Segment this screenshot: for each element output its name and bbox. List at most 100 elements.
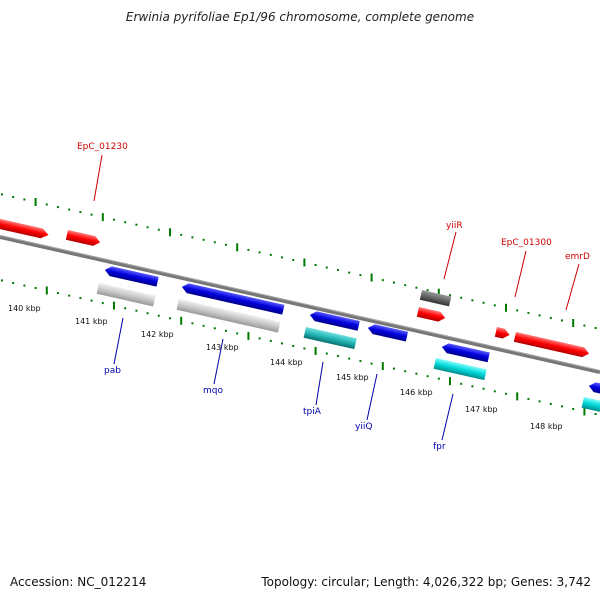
- minor-tick: [258, 251, 261, 254]
- minor-tick: [449, 294, 451, 297]
- major-tick: [449, 377, 451, 386]
- gene-label-tpiA[interactable]: tpiA: [303, 407, 322, 417]
- minor-tick: [415, 286, 418, 289]
- major-tick: [583, 407, 586, 416]
- major-tick: [101, 213, 104, 222]
- gene-label-EpC_01230[interactable]: EpC_01230: [77, 142, 128, 152]
- minor-tick: [202, 324, 205, 327]
- major-tick: [314, 347, 317, 355]
- gene-label-mqo[interactable]: mqo: [203, 386, 223, 396]
- minor-tick: [325, 266, 328, 269]
- minor-tick: [1, 279, 3, 282]
- major-tick: [236, 243, 239, 252]
- minor-tick: [169, 317, 171, 320]
- major-tick: [45, 286, 48, 295]
- minor-tick: [549, 402, 552, 405]
- major-tick: [370, 273, 373, 282]
- genome-summary-text: Topology: circular; Length: 4,026,322 bp…: [261, 575, 591, 589]
- kbp-label: 145 kbp: [336, 373, 369, 382]
- minor-tick: [191, 236, 194, 239]
- minor-tick: [68, 294, 71, 297]
- minor-tick: [57, 292, 59, 295]
- major-tick: [113, 301, 115, 310]
- chromosome-backbone: [0, 235, 600, 374]
- kbp-label: 140 kbp: [8, 304, 41, 313]
- minor-tick: [493, 390, 496, 393]
- feature-bar-mqo[interactable]: [176, 299, 281, 333]
- minor-tick: [124, 307, 127, 310]
- major-tick: [505, 303, 507, 312]
- major-tick: [381, 362, 384, 371]
- minor-tick: [549, 316, 552, 319]
- kbp-label: 148 kbp: [530, 422, 563, 431]
- minor-tick: [292, 259, 295, 261]
- gene-label-pab[interactable]: pab: [104, 366, 121, 376]
- minor-tick: [527, 397, 530, 400]
- page-title: Erwinia pyrifoliae Ep1/96 chromosome, co…: [125, 10, 475, 24]
- minor-tick: [79, 211, 82, 214]
- kbp-label: 141 kbp: [75, 317, 108, 326]
- gene-label-emrD[interactable]: emrD: [565, 252, 590, 262]
- minor-tick: [527, 311, 530, 314]
- minor-tick: [370, 362, 373, 365]
- gene-label-yiiQ[interactable]: yiiQ: [355, 422, 372, 432]
- minor-tick: [1, 193, 3, 196]
- minor-tick: [146, 226, 149, 229]
- kbp-label: 144 kbp: [270, 358, 303, 367]
- minor-tick: [213, 241, 216, 244]
- forward-leader-lines: [93, 154, 580, 311]
- feature-bar-tpiA[interactable]: [303, 327, 357, 350]
- feature-bar-pab[interactable]: [96, 283, 156, 307]
- minor-tick: [57, 206, 59, 209]
- kbp-label: 142 kbp: [141, 330, 174, 339]
- gene-label-yiiR[interactable]: yiiR: [446, 221, 463, 231]
- major-tick: [180, 316, 183, 325]
- gene-mqo[interactable]: [181, 282, 285, 315]
- minor-tick: [303, 347, 306, 350]
- gene-label-EpC_01300[interactable]: EpC_01300: [501, 238, 552, 248]
- minor-tick: [337, 355, 339, 357]
- minor-tick: [348, 357, 351, 360]
- feature-bar-right-edge[interactable]: [581, 397, 600, 415]
- kbp-label: 147 kbp: [465, 405, 498, 414]
- gene-yiiR[interactable]: [416, 307, 447, 323]
- minor-tick: [68, 208, 71, 211]
- minor-tick: [79, 297, 82, 300]
- gene-tpiA[interactable]: [309, 310, 360, 331]
- gene-yiiQ[interactable]: [367, 323, 409, 342]
- gene-forward-2[interactable]: [65, 230, 101, 247]
- major-tick: [169, 228, 171, 237]
- minor-tick: [281, 256, 283, 259]
- kbp-label: 143 kbp: [206, 343, 239, 352]
- upper-scale-ticks: [1, 193, 597, 329]
- minor-tick: [594, 327, 597, 329]
- lower-scale-ticks: [1, 279, 597, 416]
- gene-pab[interactable]: [104, 265, 159, 287]
- minor-tick: [471, 385, 474, 388]
- gene-emrD[interactable]: [513, 332, 590, 358]
- minor-tick: [236, 332, 239, 335]
- minor-tick: [516, 309, 519, 312]
- minor-tick: [213, 327, 216, 330]
- gene-forward-1[interactable]: [0, 218, 50, 240]
- gene-EpC_01300[interactable]: [494, 327, 511, 340]
- minor-tick: [225, 243, 227, 246]
- minor-tick: [90, 213, 93, 216]
- minor-tick: [247, 248, 250, 251]
- gene-fpr[interactable]: [441, 342, 490, 363]
- gene-label-fpr[interactable]: fpr: [433, 442, 446, 452]
- minor-tick: [180, 233, 183, 236]
- minor-tick: [538, 400, 541, 403]
- minor-tick: [202, 238, 205, 241]
- minor-tick: [157, 228, 160, 231]
- gene-pseudo[interactable]: [419, 290, 452, 307]
- minor-tick: [113, 218, 115, 221]
- feature-bar-fpr[interactable]: [433, 358, 487, 381]
- minor-tick: [12, 282, 15, 284]
- minor-tick: [269, 339, 272, 342]
- gene-right-edge-blue[interactable]: [588, 381, 600, 398]
- minor-tick: [482, 301, 485, 304]
- minor-tick: [281, 342, 283, 345]
- minor-tick: [561, 319, 563, 322]
- minor-tick: [415, 372, 418, 375]
